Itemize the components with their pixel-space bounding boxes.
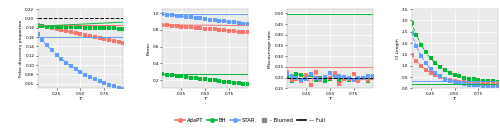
Y-axis label: False discovery proportion: False discovery proportion (19, 20, 23, 77)
X-axis label: τ: τ (204, 96, 206, 101)
Y-axis label: CI Length: CI Length (396, 38, 400, 59)
X-axis label: τ: τ (328, 96, 332, 101)
Y-axis label: Miscoverage rate: Miscoverage rate (268, 30, 272, 68)
Y-axis label: Power: Power (146, 42, 150, 55)
X-axis label: τ: τ (453, 96, 456, 101)
X-axis label: τ: τ (79, 96, 82, 101)
Legend: AdaPT, BH, STAR, - Blurred, — Full: AdaPT, BH, STAR, - Blurred, — Full (174, 116, 326, 125)
